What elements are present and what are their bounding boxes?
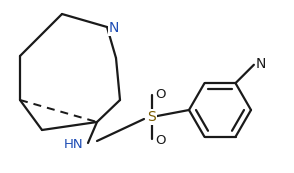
Text: N: N xyxy=(256,57,266,71)
Text: O: O xyxy=(156,88,166,101)
Text: N: N xyxy=(109,21,119,35)
Text: S: S xyxy=(148,110,156,124)
Text: HN: HN xyxy=(64,138,83,151)
Text: O: O xyxy=(156,134,166,147)
